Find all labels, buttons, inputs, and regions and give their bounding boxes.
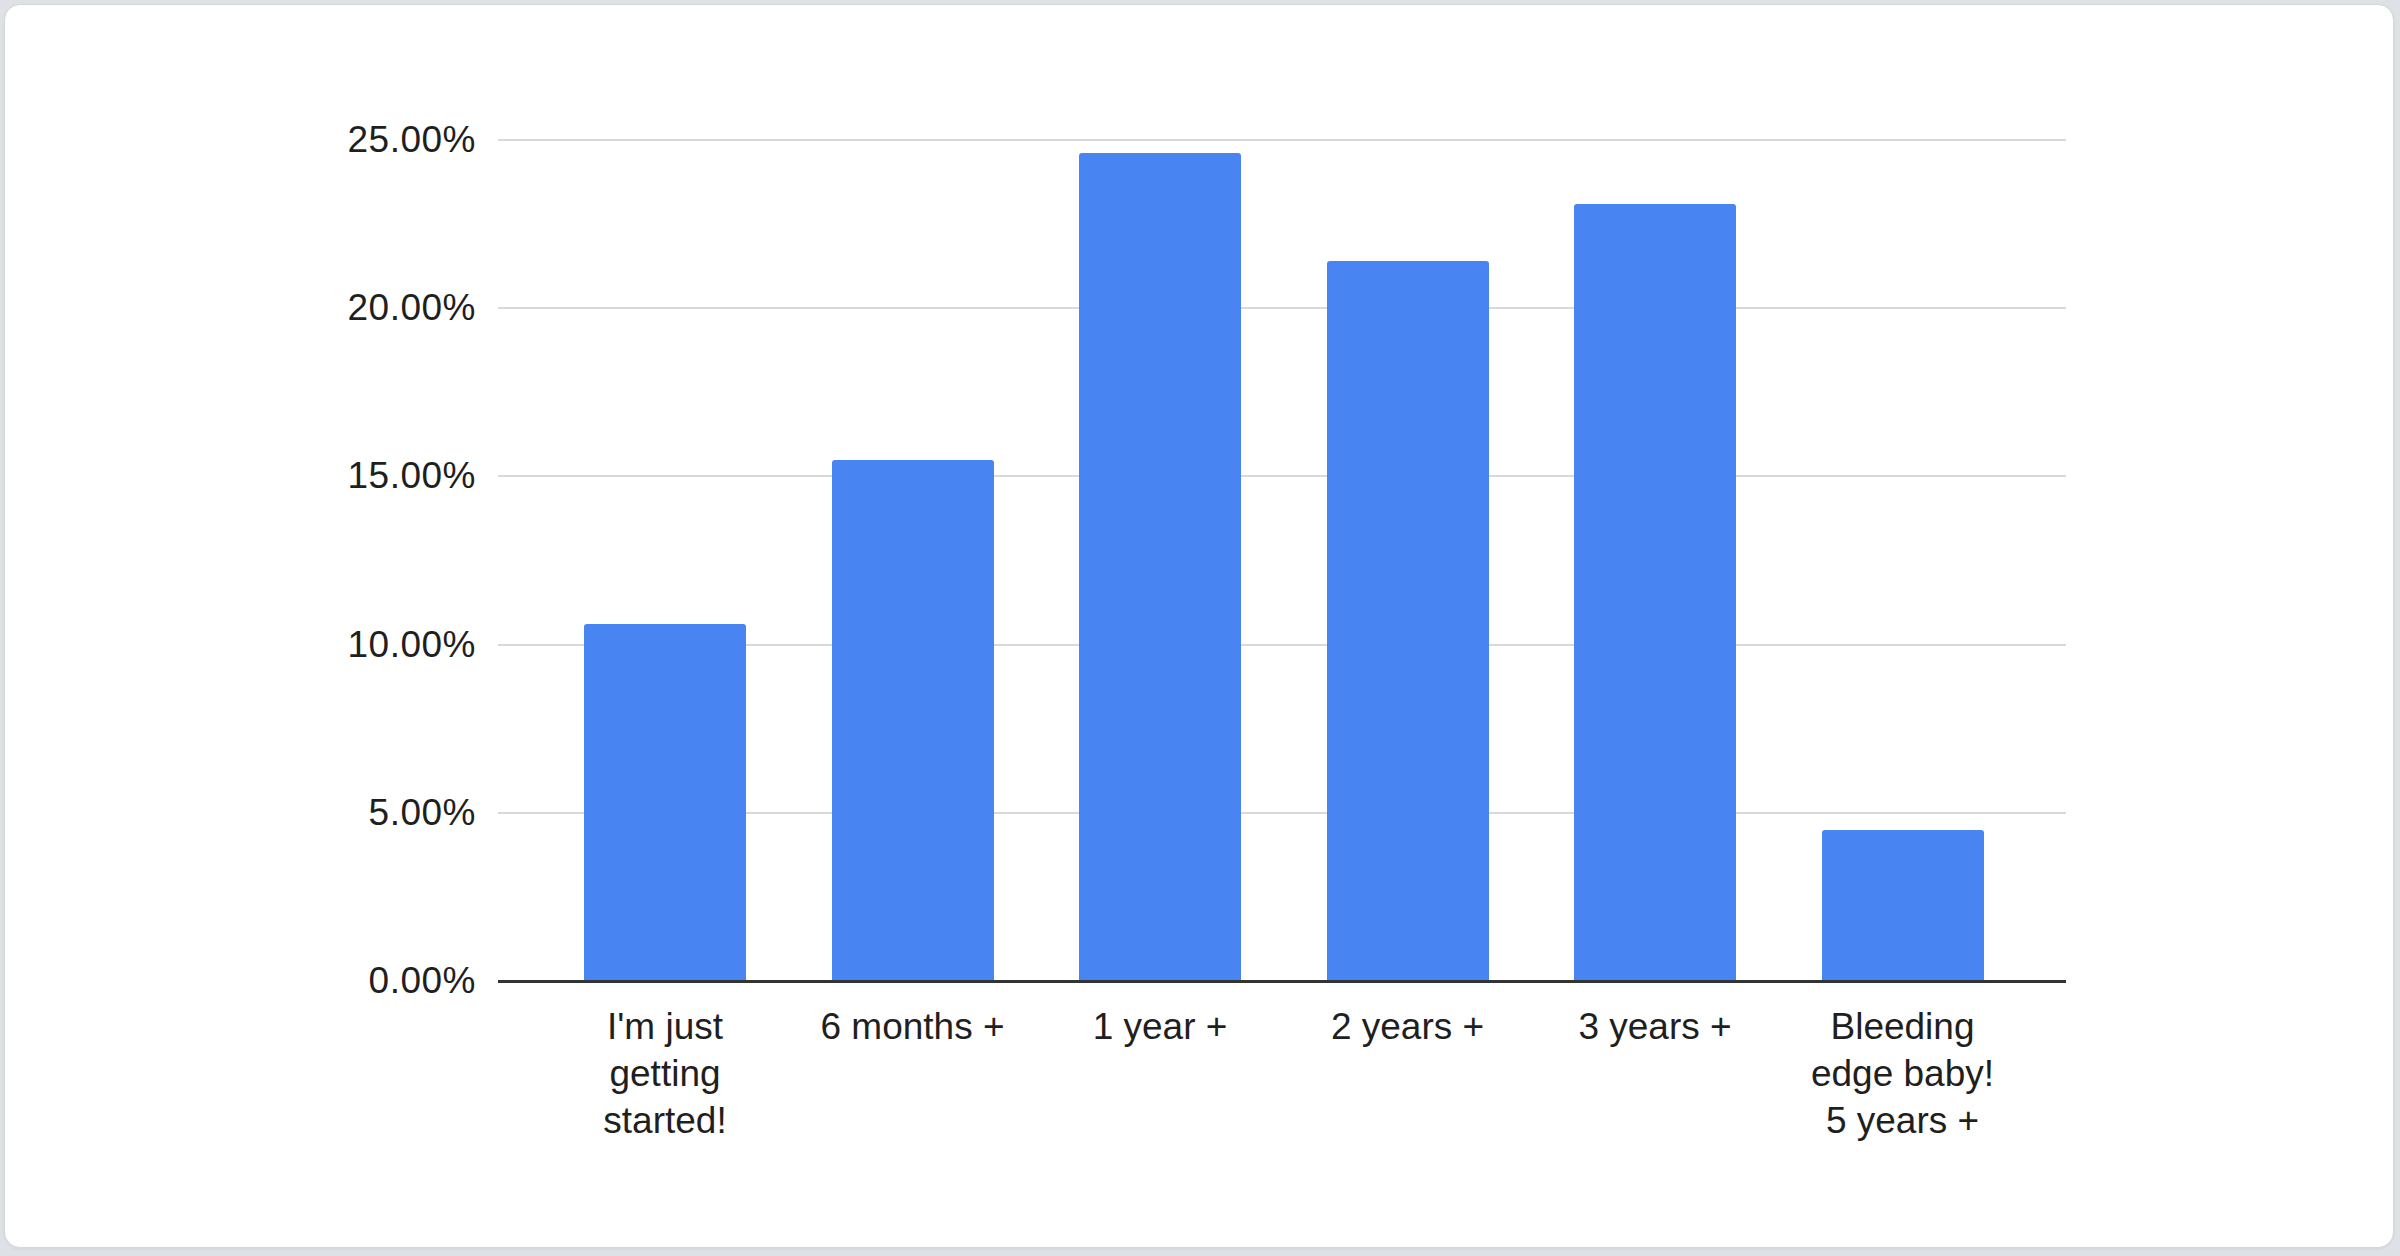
page-background: 0.00% 5.00% 10.00% 15.00% 20.00% 25.00% I'm ju… (0, 0, 2400, 1256)
y-axis-tick-label: 25.00% (348, 119, 477, 161)
x-axis-category-label: I'm just getting started! (543, 1003, 787, 1144)
gridline-25.00% (498, 139, 2066, 141)
y-axis-tick-label: 20.00% (348, 287, 477, 329)
bar-chart: 0.00% 5.00% 10.00% 15.00% 20.00% 25.00% I'm ju… (1, 1, 2400, 1256)
chart-card: 0.00% 5.00% 10.00% 15.00% 20.00% 25.00% I'm ju… (4, 4, 2394, 1248)
y-axis-tick-label: 5.00% (369, 792, 476, 834)
bar-5[interactable] (1574, 204, 1736, 981)
gridline-15.00% (498, 475, 2066, 477)
gridline-20.00% (498, 307, 2066, 309)
bar-6[interactable] (1822, 830, 1984, 981)
y-axis-tick-label: 10.00% (348, 624, 477, 666)
x-axis-category-label: Bleeding edge baby! 5 years + (1781, 1003, 2025, 1144)
y-axis-tick-label: 15.00% (348, 455, 477, 497)
bar-1[interactable] (584, 624, 746, 981)
x-axis-category-label: 2 years + (1286, 1003, 1530, 1050)
x-axis-line (498, 980, 2066, 983)
bar-4[interactable] (1327, 261, 1489, 981)
x-axis-category-label: 1 year + (1038, 1003, 1282, 1050)
x-axis-category-label: 6 months + (791, 1003, 1035, 1050)
bar-3[interactable] (1079, 153, 1241, 981)
x-axis-category-label: 3 years + (1533, 1003, 1777, 1050)
bar-2[interactable] (832, 460, 994, 981)
y-axis-tick-label: 0.00% (369, 960, 476, 1002)
